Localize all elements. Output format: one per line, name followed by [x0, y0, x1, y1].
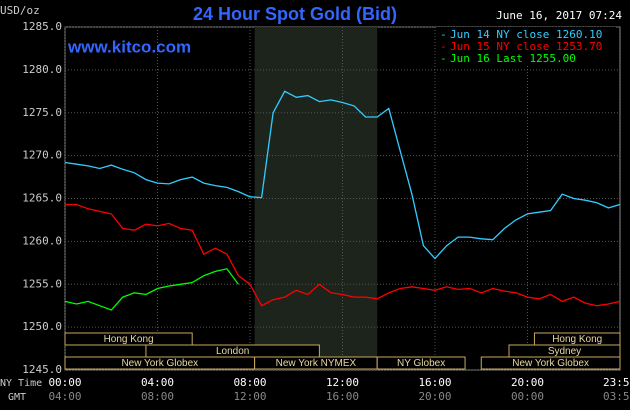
- y-tick-label: 1265.0: [22, 192, 62, 205]
- session-label: Sydney: [548, 346, 581, 357]
- y-tick-label: 1260.0: [22, 234, 62, 247]
- legend-label: Jun 14 NY close 1260.10: [450, 28, 602, 41]
- session-label: New York NYMEX: [276, 358, 357, 369]
- y-tick-label: 1285.0: [22, 20, 62, 33]
- y-tick-label: 1280.0: [22, 63, 62, 76]
- y-tick-label: 1275.0: [22, 106, 62, 119]
- session-bar: [376, 356, 466, 370]
- plot-underlay: [64, 26, 621, 371]
- x-tick-label: 20:00: [511, 376, 544, 389]
- y-tick-label: 1250.0: [22, 320, 62, 333]
- x2-tick-label: 20:00: [418, 390, 451, 403]
- legend-marker: -: [440, 28, 447, 41]
- x-tick-label: 04:00: [141, 376, 174, 389]
- y-tick-label: 1270.0: [22, 149, 62, 162]
- x2-tick-label: 12:00: [233, 390, 266, 403]
- session-label: New York Globex: [512, 358, 589, 369]
- session-bar: [64, 332, 193, 346]
- series-line: [64, 90, 621, 260]
- x-tick-label: 00:00: [48, 376, 81, 389]
- session-label: Hong Kong: [552, 334, 602, 345]
- session-label: London: [216, 346, 249, 357]
- timestamp: June 16, 2017 07:24: [496, 9, 622, 22]
- x-tick-label: 12:00: [326, 376, 359, 389]
- x2-tick-label: 04:00: [48, 390, 81, 403]
- legend-label: Jun 15 NY close 1253.70: [450, 40, 602, 53]
- legend-marker: -: [440, 40, 447, 53]
- x2-tick-label: 08:00: [141, 390, 174, 403]
- session-bar: [480, 356, 621, 370]
- chart-title: 24 Hour Spot Gold (Bid): [193, 4, 397, 24]
- legend-box: [436, 27, 616, 65]
- x2-axis-label: GMT: [8, 392, 26, 403]
- x2-tick-label: 00:00: [511, 390, 544, 403]
- series-line: [65, 203, 621, 307]
- x-axis-label: NY Time: [0, 378, 42, 389]
- shaded-session: [254, 27, 378, 370]
- y-tick-label: 1255.0: [22, 277, 62, 290]
- session-label: NY Globex: [397, 358, 445, 369]
- y-axis-label: USD/oz: [0, 4, 40, 17]
- series-line: [64, 268, 239, 311]
- x2-tick-label: 03:59: [603, 390, 630, 403]
- legend-marker: -: [440, 52, 447, 65]
- legend-label: Jun 16 Last 1255.00: [450, 52, 576, 65]
- x-tick-label: 08:00: [233, 376, 266, 389]
- x-tick-label: 23:59: [603, 376, 630, 389]
- session-label: Hong Kong: [104, 334, 154, 345]
- x2-tick-label: 16:00: [326, 390, 359, 403]
- session-label: New York Globex: [121, 358, 198, 369]
- x-tick-label: 16:00: [418, 376, 451, 389]
- y-tick-label: 1245.0: [22, 363, 62, 376]
- subtitle: www.kitco.com: [67, 37, 191, 56]
